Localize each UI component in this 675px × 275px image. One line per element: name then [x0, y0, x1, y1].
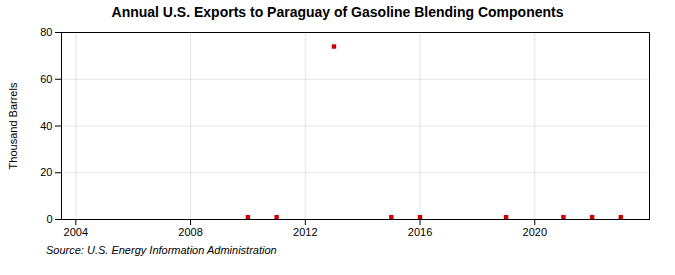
svg-text:2020: 2020	[523, 226, 547, 238]
svg-text:2016: 2016	[408, 226, 432, 238]
svg-text:2012: 2012	[293, 226, 317, 238]
svg-text:2008: 2008	[178, 226, 202, 238]
svg-text:40: 40	[40, 120, 52, 132]
html-text:Source: U.S. Energy Informatio: Source: U.S. Energy Information Administ…	[46, 244, 277, 256]
svg-text:2004: 2004	[64, 226, 88, 238]
svg-text:0: 0	[46, 213, 52, 225]
svg-text:20: 20	[40, 166, 52, 178]
svg-text:80: 80	[40, 26, 52, 38]
svg-text:60: 60	[40, 73, 52, 85]
html-text:Annual U.S. Exports to Paragua: Annual U.S. Exports to Paraguay of Gasol…	[111, 4, 564, 20]
svg-text:Thousand Barrels: Thousand Barrels	[7, 82, 19, 169]
